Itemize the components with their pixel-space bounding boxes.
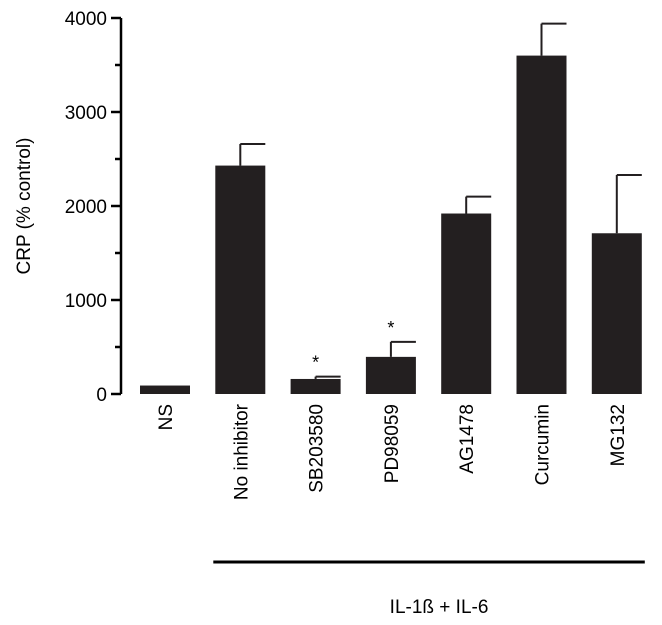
significance-marker: * bbox=[312, 353, 319, 373]
bar bbox=[365, 356, 416, 394]
y-tick-label: 2000 bbox=[65, 197, 107, 218]
category-label: PD98059 bbox=[382, 404, 403, 483]
category-label: SB203580 bbox=[307, 404, 328, 493]
y-axis: 0 1000 2000 3000 4000 bbox=[65, 9, 123, 406]
category-label: MG132 bbox=[608, 404, 629, 466]
bar bbox=[441, 213, 492, 394]
category-label: NS bbox=[156, 404, 177, 430]
bar bbox=[215, 165, 266, 394]
y-tick-label: 1000 bbox=[65, 291, 107, 312]
bars: ** bbox=[140, 22, 642, 394]
significance-marker: * bbox=[387, 318, 394, 338]
bar bbox=[516, 55, 567, 394]
category-label: AG1478 bbox=[457, 404, 478, 474]
y-tick-label: 0 bbox=[96, 385, 107, 406]
y-tick-label: 3000 bbox=[65, 103, 107, 124]
category-labels: NS No inhibitor SB203580 PD98059 AG1478 Curcu… bbox=[156, 403, 629, 500]
y-axis-label: CRP (% control) bbox=[14, 138, 35, 275]
group-label: IL-1ß + IL-6 bbox=[390, 597, 489, 618]
bar bbox=[140, 385, 190, 394]
category-label: No inhibitor bbox=[231, 403, 252, 500]
bar bbox=[591, 233, 642, 394]
y-tick-label: 4000 bbox=[65, 9, 107, 30]
category-label: Curcumin bbox=[533, 404, 554, 485]
bar bbox=[290, 378, 341, 394]
